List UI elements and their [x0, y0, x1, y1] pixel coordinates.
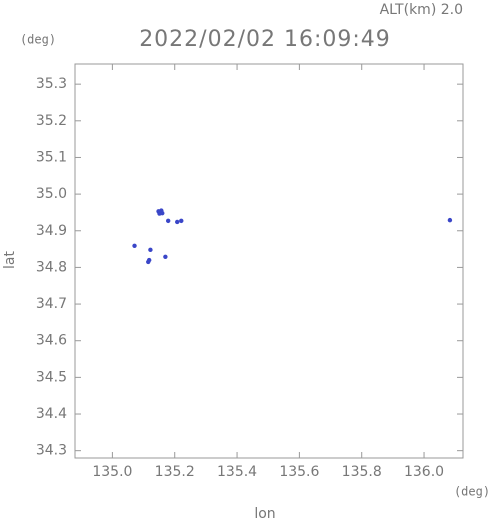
y-tick-label: 34.7 — [36, 296, 67, 312]
chart-title: 2022/02/02 16:09:49 — [139, 27, 391, 52]
echo-point — [447, 217, 453, 223]
y-tick-label: 35.1 — [36, 149, 67, 165]
y-tick-label: 34.4 — [36, 406, 67, 422]
y-unit: (deg) — [20, 33, 56, 47]
x-tick-label: 136.0 — [404, 464, 444, 480]
x-tick-label: 135.2 — [155, 464, 195, 480]
y-tick-label: 34.5 — [36, 369, 67, 385]
plot-frame — [74, 63, 464, 459]
echo-point — [175, 219, 180, 225]
y-tick-label: 35.3 — [36, 76, 67, 92]
x-tick-label: 135.0 — [92, 464, 132, 480]
y-tick-label: 34.8 — [36, 259, 67, 275]
x-tick-label: 135.4 — [217, 464, 257, 480]
echo-point — [163, 254, 168, 259]
echo-point — [146, 257, 152, 263]
y-tick-label: 34.3 — [36, 443, 67, 459]
y-tick-label: 34.6 — [36, 333, 67, 349]
altitude-label: ALT(km) 2.0 — [380, 2, 463, 18]
echo-point — [165, 218, 171, 224]
echo-point — [132, 243, 137, 248]
y-axis-label: lat — [2, 251, 18, 269]
y-tick-label: 35.2 — [36, 113, 67, 129]
echo-point — [179, 218, 184, 224]
y-tick-label: 34.9 — [36, 223, 67, 239]
x-axis-label: lon — [254, 506, 275, 521]
echo-point — [148, 247, 153, 253]
y-tick-label: 35.0 — [36, 186, 67, 202]
x-tick-label: 135.8 — [342, 464, 382, 480]
x-unit: (deg) — [454, 485, 490, 499]
x-tick-label: 135.6 — [279, 464, 319, 480]
echo-point — [159, 208, 164, 213]
